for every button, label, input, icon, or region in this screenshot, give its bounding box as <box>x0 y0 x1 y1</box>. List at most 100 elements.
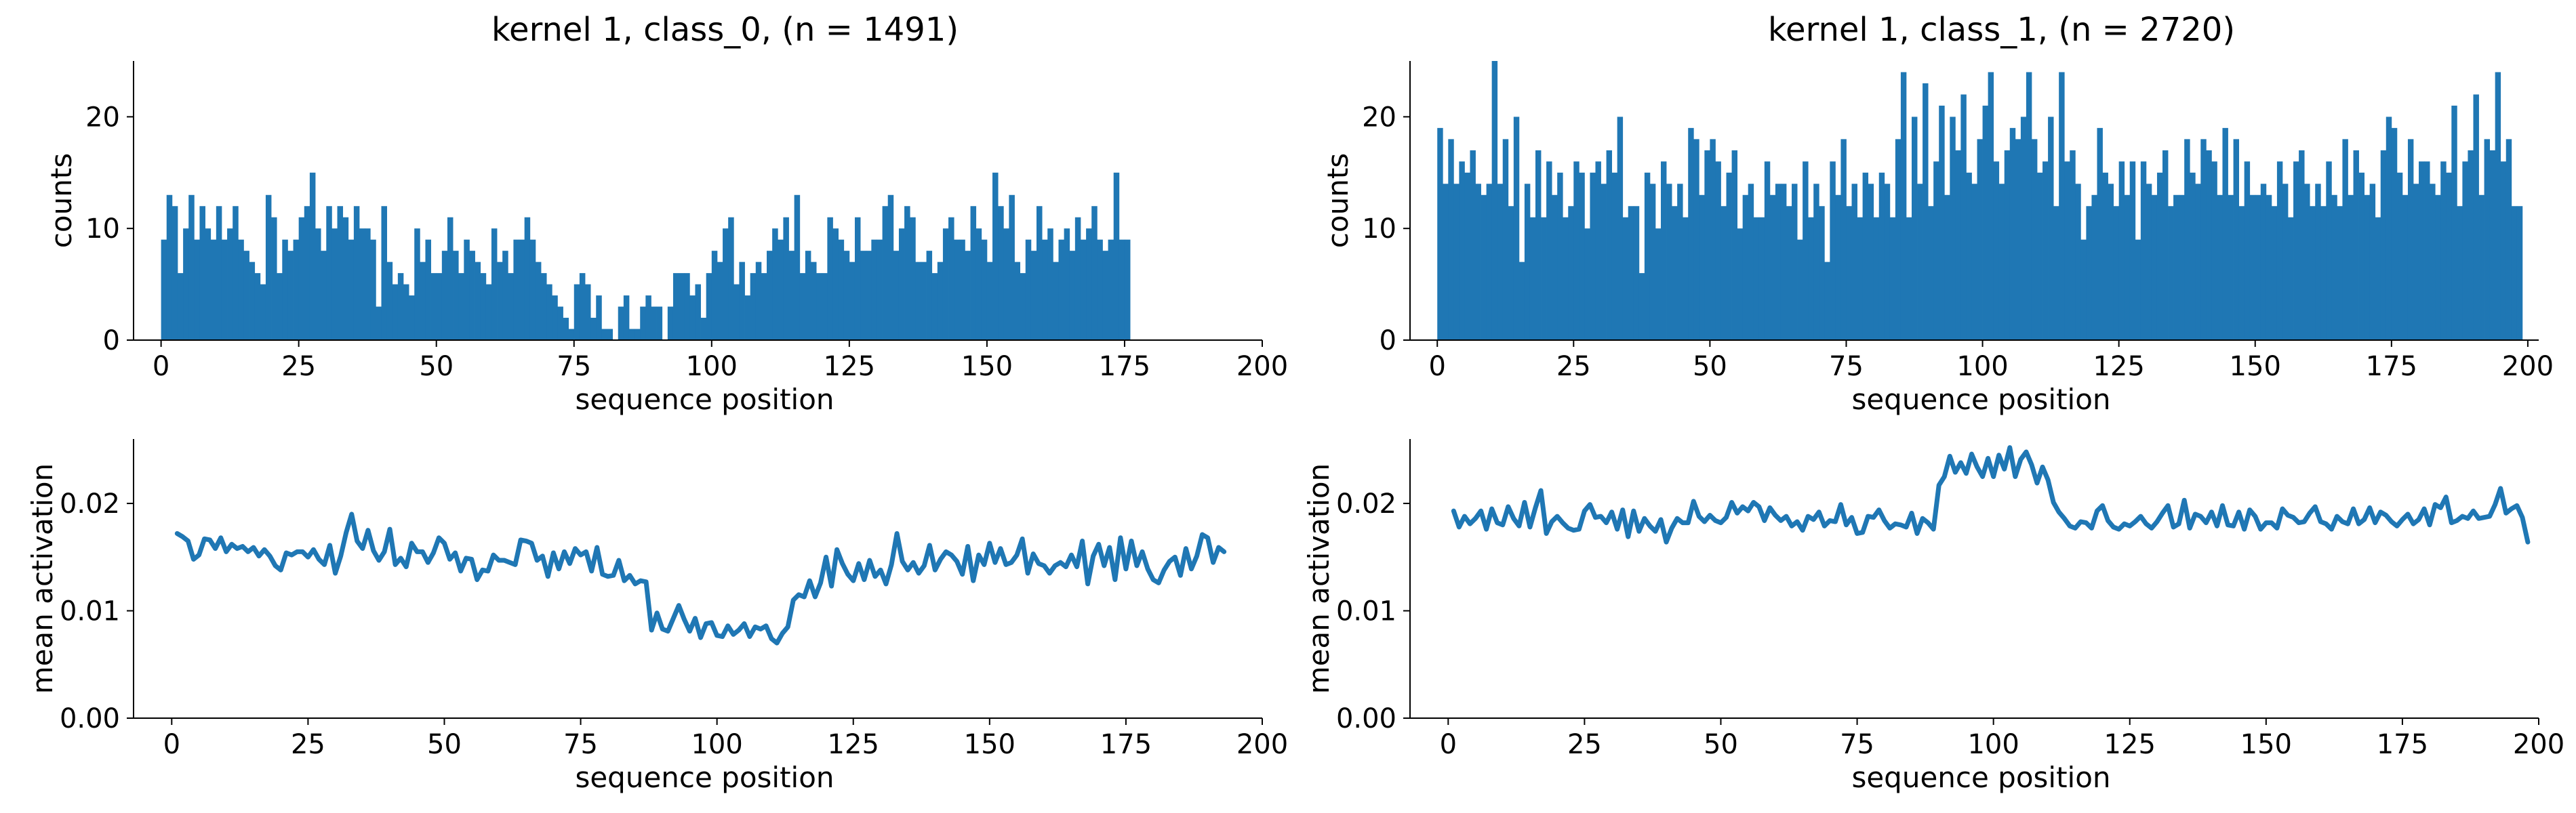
histogram-bar <box>1086 228 1092 340</box>
histogram-bar <box>2364 194 2371 340</box>
histogram-bar <box>1443 184 1449 340</box>
histogram-bar <box>2342 139 2348 341</box>
histogram-bar <box>2004 150 2011 340</box>
histogram-bar <box>1878 172 1885 340</box>
x-axis-label: sequence position <box>1851 383 2110 416</box>
histogram-bar <box>1529 217 1536 340</box>
histogram-bar <box>1080 239 1087 340</box>
histogram-bar <box>1928 206 1934 340</box>
activation-line <box>1451 445 2531 545</box>
x-tick-label: 200 <box>2513 729 2564 760</box>
histogram-bar <box>1683 217 1689 340</box>
x-axis-label: sequence position <box>1851 761 2110 794</box>
histogram-bar <box>723 228 729 340</box>
histogram-bar <box>321 251 327 340</box>
histogram-bar <box>998 206 1004 340</box>
x-tick-label: 175 <box>2366 351 2417 382</box>
histogram-bar <box>2026 72 2032 340</box>
histogram-bar <box>1731 150 1738 340</box>
histogram-bar <box>684 273 690 340</box>
histogram-bar <box>1955 150 1961 340</box>
histogram-bar <box>1803 161 1809 340</box>
histogram-bar <box>1486 184 1493 340</box>
histogram-bar <box>392 284 399 340</box>
x-tick-label: 100 <box>686 351 738 382</box>
chart-title: kernel 1, class_0, (n = 1491) <box>491 11 959 49</box>
x-tick-label: 150 <box>2240 729 2292 760</box>
histogram-bar <box>1617 117 1624 340</box>
histogram-bar <box>992 172 999 340</box>
histogram-bar <box>2315 184 2321 340</box>
activation-line <box>174 512 1227 646</box>
histogram-bar <box>2151 194 2158 340</box>
histogram-bar <box>1459 161 1465 340</box>
histogram-bar <box>1699 194 1705 340</box>
histogram-bar <box>1042 239 1048 340</box>
histogram-bar <box>1069 251 1076 340</box>
histogram-bar <box>2419 161 2425 340</box>
histogram-bar <box>805 251 811 340</box>
histogram-bar <box>1889 217 1896 340</box>
histogram-bar <box>1917 184 1923 340</box>
histogram-bar <box>2457 206 2463 340</box>
histogram-bar <box>1037 206 1043 340</box>
x-tick-label: 0 <box>1440 729 1457 760</box>
histogram-bar <box>1606 150 1613 340</box>
histogram-bar <box>981 239 988 340</box>
histogram-bar <box>2446 172 2452 340</box>
histogram-bar <box>2195 184 2201 340</box>
x-tick-label: 50 <box>419 351 454 382</box>
y-tick-label: 0.01 <box>60 596 120 627</box>
histogram-bar <box>557 306 563 340</box>
histogram-bar <box>216 206 222 340</box>
histogram-bar <box>2396 172 2403 340</box>
histogram-bar <box>210 239 217 340</box>
histogram-bar <box>1895 139 1901 341</box>
x-tick-label: 100 <box>691 729 742 760</box>
histogram-bar <box>271 217 277 340</box>
y-tick-label: 20 <box>85 102 120 133</box>
histogram-bar <box>2173 194 2179 340</box>
histogram-bar <box>1546 161 1552 340</box>
histogram-bar <box>1628 206 1634 340</box>
y-tick-label: 0 <box>103 325 120 356</box>
histogram-bar <box>1998 184 2005 340</box>
histogram-bar <box>552 295 558 340</box>
histogram-bar <box>910 217 916 340</box>
histogram-bar <box>2118 161 2125 340</box>
histogram-bar <box>293 239 300 340</box>
histogram-bar <box>2037 172 2043 340</box>
histogram-bar <box>926 251 933 340</box>
histogram-bar <box>2168 206 2174 340</box>
chart-panel-4: 0 25 50 75 100 125 150 175 200 0.00 0.01 0.02 sequen… <box>1302 439 2564 794</box>
histogram-bar <box>1753 217 1760 340</box>
histogram-bar <box>772 228 778 340</box>
histogram-bar <box>816 273 822 340</box>
histogram-bar <box>2086 206 2092 340</box>
x-tick-label: 50 <box>1704 729 1738 760</box>
histogram-bar <box>2353 150 2359 340</box>
histogram-bar <box>2156 172 2163 340</box>
histogram-bar <box>601 329 607 340</box>
histogram-bar <box>1649 184 1656 340</box>
histogram-bar <box>1552 194 1558 340</box>
chart-panel-1: 0 25 50 75 100 125 150 175 200 0 10 20 sequence posi… <box>45 11 1288 416</box>
histogram-bar <box>1862 172 1869 340</box>
histogram-bar <box>866 251 872 340</box>
histogram-bar <box>205 228 212 340</box>
histogram-bar <box>2495 72 2501 340</box>
x-tick-label: 150 <box>2230 351 2281 382</box>
histogram-bar <box>1720 206 1727 340</box>
histogram-bar <box>1813 184 1819 340</box>
histogram-bar <box>2211 161 2217 340</box>
x-tick-label: 50 <box>1693 351 1727 382</box>
x-tick-label: 125 <box>2093 351 2144 382</box>
x-tick-label: 200 <box>1236 729 1288 760</box>
x-tick-label: 150 <box>961 351 1013 382</box>
histogram-bar <box>2288 217 2294 340</box>
histogram-bar <box>1884 184 1891 340</box>
histogram-bar <box>849 262 856 340</box>
histogram-bar <box>2249 194 2256 340</box>
histogram-bar <box>2380 150 2387 340</box>
histogram-bar <box>799 273 806 340</box>
